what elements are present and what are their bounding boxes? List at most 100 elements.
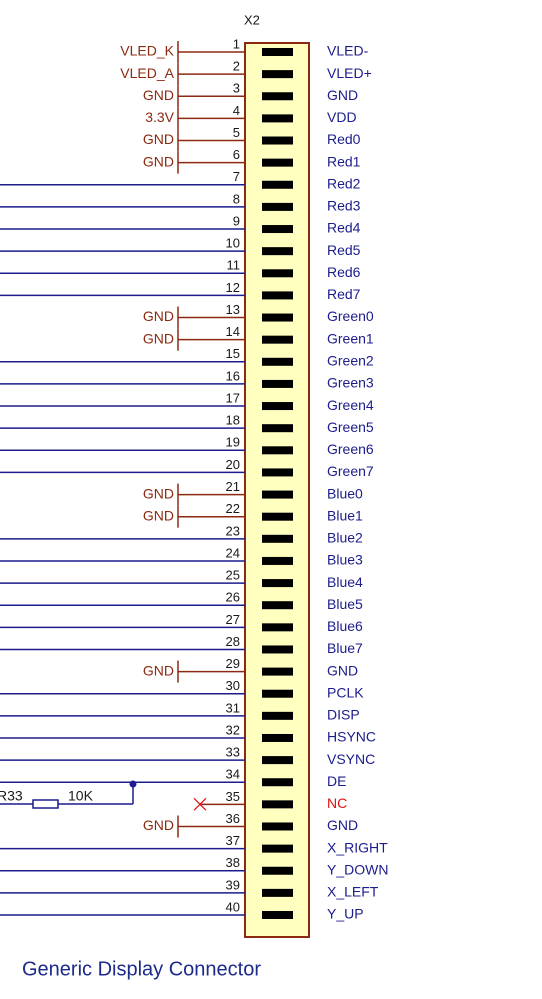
pin-number: 14 (226, 324, 240, 339)
pin-name: Green5 (327, 419, 374, 435)
pin-name: Red5 (327, 242, 361, 258)
resistor (32, 799, 59, 809)
resistor-designator: R33 (0, 788, 23, 804)
pin-number: 23 (226, 523, 240, 538)
pin-pad (262, 866, 293, 875)
pin-number: 29 (226, 656, 240, 671)
pin-pad (262, 888, 293, 897)
pin-number: 31 (226, 700, 240, 715)
pin-number: 27 (226, 612, 240, 627)
pin-name: PCLK (327, 684, 364, 700)
pin-pad (262, 711, 293, 720)
pin-number: 32 (226, 722, 240, 737)
pin-pad (262, 291, 293, 300)
pin-name: VLED+ (327, 65, 372, 81)
pin-name: Blue5 (327, 596, 363, 612)
pin-number: 20 (226, 457, 240, 472)
pin-pad (262, 756, 293, 765)
pin-number: 16 (226, 368, 240, 383)
nc-mark (193, 797, 207, 811)
pin-number: 35 (226, 789, 240, 804)
pin-name: Blue7 (327, 640, 363, 656)
pin-name: Green0 (327, 308, 374, 324)
pin-pad (262, 623, 293, 632)
pin-number: 22 (226, 501, 240, 516)
pin-number: 39 (226, 877, 240, 892)
pin-pad (262, 114, 293, 123)
title: Generic Display Connector (22, 958, 261, 980)
pin-number: 13 (226, 302, 240, 317)
pin-number: 1 (233, 36, 240, 51)
pin-name: Blue4 (327, 574, 363, 590)
pin-pad (262, 92, 293, 101)
pin-number: 3 (233, 81, 240, 96)
net-label: GND (143, 308, 174, 324)
pin-pad (262, 468, 293, 477)
pin-number: 12 (226, 280, 240, 295)
pin-name: VSYNC (327, 751, 375, 767)
pin-pad (262, 202, 293, 211)
pin-name: HSYNC (327, 729, 376, 745)
pin-pad (262, 911, 293, 919)
pin-pad (262, 579, 293, 588)
pin-pad (262, 158, 293, 167)
net-label: VLED_K (120, 43, 174, 59)
pin-number: 5 (233, 125, 240, 140)
net-label: GND (143, 817, 174, 833)
net-label: GND (143, 87, 174, 103)
pin-number: 6 (233, 147, 240, 162)
pin-pad (262, 490, 293, 499)
pin-pad (262, 512, 293, 521)
pin-number: 11 (227, 258, 241, 273)
pin-pad (262, 733, 293, 742)
pin-pad (262, 534, 293, 543)
pin-pad (262, 778, 293, 787)
pin-pad (262, 313, 293, 322)
pin-name: NC (327, 795, 347, 811)
pin-name: Red3 (327, 198, 361, 214)
pin-number: 21 (226, 479, 240, 494)
pin-name: GND (327, 662, 358, 678)
net-label: GND (143, 662, 174, 678)
pin-name: Green7 (327, 463, 374, 479)
pin-number: 28 (226, 634, 240, 649)
pin-pad (262, 667, 293, 676)
pin-name: Blue6 (327, 618, 363, 634)
pin-name: VDD (327, 109, 357, 125)
pin-number: 4 (233, 103, 240, 118)
pin-number: 18 (226, 413, 240, 428)
pin-pad (262, 180, 293, 189)
pin-pad (262, 822, 293, 831)
pin-name: Blue2 (327, 530, 363, 546)
pin-number: 37 (226, 833, 240, 848)
pin-name: Green6 (327, 441, 374, 457)
pin-name: Red7 (327, 286, 361, 302)
pin-name: Green1 (327, 330, 374, 346)
net-label: 3.3V (145, 109, 174, 125)
pin-number: 24 (226, 545, 240, 560)
pin-pad (262, 645, 293, 654)
pin-pad (262, 601, 293, 610)
pin-pad (262, 844, 293, 853)
net-label: VLED_A (120, 65, 174, 81)
pin-number: 33 (226, 745, 240, 760)
pin-name: Y_DOWN (327, 861, 388, 877)
pin-name: GND (327, 87, 358, 103)
pin-name: DISP (327, 707, 360, 723)
pin-number: 8 (233, 191, 240, 206)
pin-name: Green3 (327, 375, 374, 391)
pin-number: 17 (226, 390, 240, 405)
pin-pad (262, 689, 293, 698)
pin-name: Y_UP (327, 906, 364, 922)
net-label: GND (143, 131, 174, 147)
pin-name: X_RIGHT (327, 839, 388, 855)
pin-name: Red6 (327, 264, 361, 280)
pin-number: 10 (226, 236, 240, 251)
pin-name: Blue1 (327, 507, 363, 523)
pin-pad (262, 379, 293, 388)
pin-pad (262, 357, 293, 366)
connector-body (244, 42, 310, 938)
net-label: GND (143, 330, 174, 346)
net-label: GND (143, 485, 174, 501)
pin-pad (262, 269, 293, 278)
